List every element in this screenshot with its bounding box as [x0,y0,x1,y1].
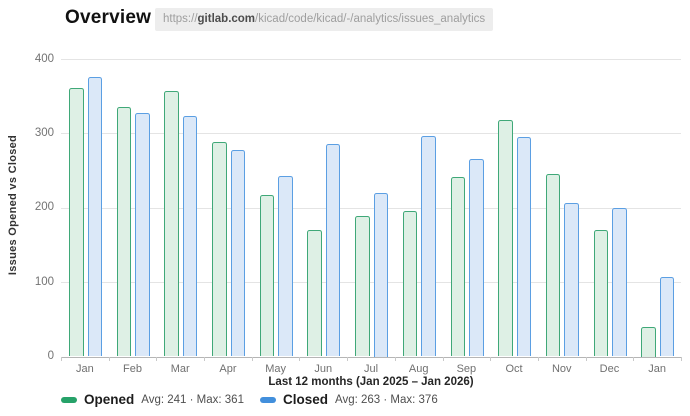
gridline-300 [61,133,681,135]
x-tick-label-jan-0: Jan [75,362,94,375]
y-tick-label-200: 200 [34,201,54,214]
y-tick-label-300: 300 [34,126,54,139]
legend-label-opened: Opened [84,392,135,407]
bar-closed-mar-2[interactable] [182,116,198,357]
bar-opened-dec-11[interactable] [593,230,609,357]
x-axis-title: Last 12 months (Jan 2025 – Jan 2026) [268,376,474,388]
bar-closed-jan-0[interactable] [87,76,102,357]
bar-opened-aug-7[interactable] [402,210,418,357]
x-axis-tick [490,356,492,361]
bar-opened-nov-10[interactable] [545,173,561,357]
x-tick-label-sep-8: Sep [456,362,477,375]
url-scheme: https:// [163,13,198,25]
x-axis-tick [442,356,444,361]
legend-item-closed[interactable]: Closed Avg: 263 · Max: 376 [259,392,438,407]
bar-closed-nov-10[interactable] [564,202,579,357]
gridline-100 [61,282,681,284]
legend-label-closed: Closed [282,392,328,407]
bar-opened-feb-1[interactable] [116,107,132,357]
x-tick-label-aug-7: Aug [408,362,429,375]
bar-closed-dec-11[interactable] [612,208,627,357]
opened-swatch-icon [61,396,77,403]
bar-closed-jan-12[interactable] [659,276,675,357]
x-tick-label-jan-12: Jan [648,362,667,375]
x-axis-tick [394,356,396,361]
bar-closed-jun-5[interactable] [325,143,341,357]
bar-opened-jun-5[interactable] [307,230,322,357]
x-axis-tick [633,356,635,361]
x-tick-label-mar-2: Mar [170,362,190,375]
x-axis-tick [61,356,62,361]
page-title: Overview [65,7,152,28]
x-axis-tick [204,356,206,361]
x-axis-tick [537,356,539,361]
x-tick-label-oct-9: Oct [505,362,523,375]
bar-opened-mar-2[interactable] [164,90,179,357]
url-path: /kicad/code/kicad/-/analytics/issues_ana… [255,13,486,25]
chart-legend: Opened Avg: 241 · Max: 361 Closed Avg: 2… [61,392,438,407]
bar-closed-oct-9[interactable] [516,137,532,357]
x-axis-tick [585,356,587,361]
y-tick-label-0: 0 [47,350,54,362]
gridline-400 [61,59,681,60]
bar-opened-jan-0[interactable] [69,88,84,357]
legend-stats-opened: Avg: 241 · Max: 361 [141,393,244,406]
bar-opened-apr-3[interactable] [212,142,227,357]
url-host: gitlab.com [197,13,256,25]
x-tick-label-dec-11: Dec [599,362,620,375]
x-axis-tick [681,356,682,361]
x-tick-label-apr-3: Apr [219,362,237,375]
x-axis-tick [299,356,301,361]
x-tick-label-may-4: May [265,362,286,375]
url-chip: https://gitlab.com/kicad/code/kicad/-/an… [155,8,494,31]
x-tick-label-nov-10: Nov [551,362,572,375]
y-axis-title: Issues Opened vs Closed [7,134,19,276]
x-axis-tick [347,356,349,361]
x-axis-tick [251,356,253,361]
x-tick-label-jun-5: Jun [314,362,333,375]
bar-closed-may-4[interactable] [278,175,293,357]
y-tick-label-400: 400 [34,52,54,65]
bar-opened-sep-8[interactable] [450,176,466,357]
x-axis-tick [156,356,158,361]
bar-opened-oct-9[interactable] [498,119,513,357]
x-tick-label-feb-1: Feb [123,362,143,375]
bar-opened-jul-6[interactable] [355,215,370,357]
x-axis-line [61,356,681,358]
x-tick-label-jul-6: Jul [363,362,379,375]
closed-swatch-icon [259,396,276,403]
bar-opened-may-4[interactable] [259,195,275,357]
legend-stats-closed: Avg: 263 · Max: 376 [335,393,438,406]
y-tick-label-100: 100 [34,275,54,288]
bar-chart: 0 100 200 300 400 Jan Feb Mar Apr May Jun Jul Aug Sep… [0,45,690,416]
bar-closed-feb-1[interactable] [135,112,150,357]
bar-closed-sep-8[interactable] [469,159,484,357]
bar-closed-apr-3[interactable] [230,150,246,357]
x-axis-tick [108,356,110,361]
bar-closed-aug-7[interactable] [421,135,436,357]
legend-item-opened[interactable]: Opened Avg: 241 · Max: 361 [61,392,244,407]
bar-opened-jan-12[interactable] [641,326,656,357]
gridline-200 [61,207,681,209]
bar-closed-jul-6[interactable] [373,192,389,357]
